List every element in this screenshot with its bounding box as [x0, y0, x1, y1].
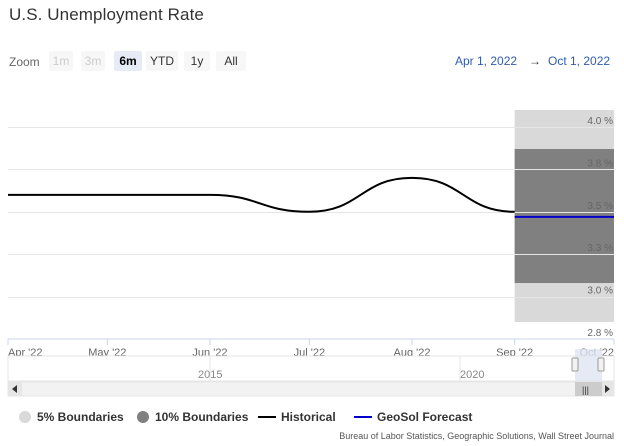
navigator-label: 2015: [198, 369, 222, 381]
zoom-3m-button[interactable]: 3m: [81, 51, 105, 71]
scrollbar-thumb[interactable]: [575, 382, 602, 396]
y-tick-label: 3.0 %: [587, 286, 613, 297]
navigator[interactable]: 2015 2020: [7, 349, 615, 382]
source-credit: Bureau of Labor Statistics, Geographic S…: [339, 431, 614, 441]
scrollbar-track[interactable]: [7, 381, 615, 397]
legend-item-10pct[interactable]: 10% Boundaries: [155, 410, 249, 424]
scrollbar[interactable]: |||: [7, 381, 615, 397]
zoom-1y-button[interactable]: 1y: [184, 51, 210, 71]
scroll-grip-icon: |||: [582, 385, 589, 395]
zoom-ytd-button[interactable]: YTD: [146, 51, 178, 71]
zoom-6m-button[interactable]: 6m: [114, 51, 142, 71]
arrow-right-icon: [605, 385, 610, 393]
y-axis-labels: 2.8 % 3.0 % 3.3 % 3.5 % 3.8 % 4.0 %: [587, 116, 613, 339]
legend-5pct-icon: [19, 411, 31, 423]
y-tick-label: 3.5 %: [587, 201, 613, 212]
navigator-left-handle[interactable]: [571, 357, 579, 372]
chart-area: 2.8 %3.0 %3.3 %3.5 %3.8 %4.0 % Apr '22 Ma…: [7, 110, 615, 397]
zoom-label: Zoom: [9, 55, 40, 69]
y-tick-label: 4.0 %: [587, 116, 613, 127]
legend-item-historical[interactable]: Historical: [281, 410, 336, 424]
chart-title: U.S. Unemployment Rate: [9, 5, 204, 24]
legend-icons: [19, 411, 372, 423]
navigator-right-handle[interactable]: [597, 357, 605, 372]
legend-10pct-icon: [137, 411, 149, 423]
y-tick-label: 2.8 %: [587, 328, 613, 339]
y-tick-label: 3.8 %: [587, 158, 613, 169]
navigator-track: [7, 355, 615, 382]
legend-item-forecast[interactable]: GeoSol Forecast: [377, 410, 473, 424]
historical-line: [8, 176, 515, 213]
navigator-label: 2020: [460, 369, 484, 381]
zoom-all-button[interactable]: All: [216, 51, 246, 71]
legend-item-5pct[interactable]: 5% Boundaries: [37, 410, 124, 424]
range-to-input[interactable]: Oct 1, 2022: [548, 54, 611, 68]
range-from-input[interactable]: Apr 1, 2022: [455, 54, 518, 68]
y-tick-label: 3.3 %: [587, 243, 613, 254]
series-lines: [8, 176, 614, 218]
zoom-1m-button[interactable]: 1m: [49, 51, 73, 71]
arrow-left-icon: [12, 385, 17, 393]
range-arrow: →: [529, 54, 541, 68]
